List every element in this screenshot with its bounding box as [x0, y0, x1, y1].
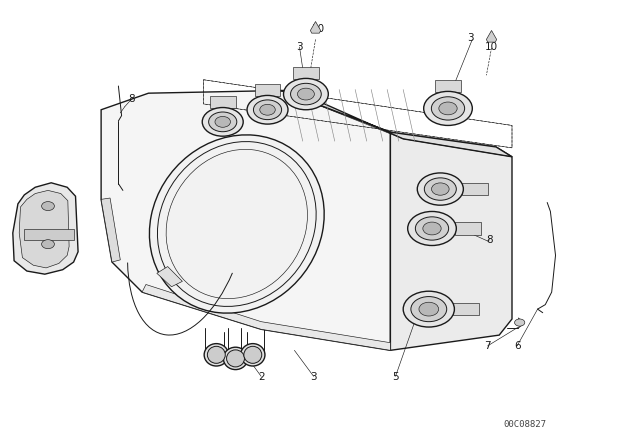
Text: 1: 1 — [269, 96, 275, 106]
Polygon shape — [24, 229, 74, 240]
Ellipse shape — [207, 346, 225, 363]
Ellipse shape — [204, 344, 228, 366]
Circle shape — [431, 183, 449, 195]
Circle shape — [291, 83, 321, 105]
Text: 10: 10 — [312, 24, 325, 34]
Text: 5: 5 — [392, 372, 399, 382]
Text: 3: 3 — [296, 42, 303, 52]
Circle shape — [439, 102, 457, 115]
Bar — [435, 80, 461, 92]
Text: 2: 2 — [258, 372, 264, 382]
Text: 1: 1 — [442, 188, 448, 198]
Circle shape — [42, 240, 54, 249]
Circle shape — [419, 302, 438, 316]
Text: 9: 9 — [35, 210, 42, 220]
Circle shape — [284, 78, 328, 110]
Bar — [255, 84, 280, 96]
Polygon shape — [310, 22, 321, 33]
Text: 1: 1 — [224, 103, 230, 112]
Text: 00C08827: 00C08827 — [503, 420, 547, 429]
Circle shape — [42, 202, 54, 211]
Bar — [462, 183, 488, 195]
Text: 8: 8 — [128, 94, 134, 103]
Circle shape — [408, 211, 456, 246]
Ellipse shape — [149, 135, 324, 313]
Text: 10: 10 — [485, 42, 498, 52]
Text: 3: 3 — [310, 372, 317, 382]
Polygon shape — [19, 190, 69, 268]
Circle shape — [515, 319, 525, 326]
Polygon shape — [157, 267, 182, 287]
Polygon shape — [282, 90, 512, 157]
Circle shape — [423, 222, 441, 235]
Polygon shape — [101, 198, 120, 262]
Ellipse shape — [223, 347, 248, 370]
Circle shape — [415, 217, 449, 240]
Text: 4: 4 — [35, 233, 42, 243]
Bar — [293, 67, 319, 79]
Ellipse shape — [227, 350, 244, 367]
Polygon shape — [101, 90, 390, 350]
Circle shape — [298, 88, 314, 100]
Polygon shape — [390, 132, 512, 350]
Ellipse shape — [244, 346, 262, 363]
Bar — [210, 96, 236, 108]
Text: 8: 8 — [486, 235, 493, 245]
Circle shape — [209, 112, 237, 132]
Circle shape — [260, 104, 275, 115]
Text: 7: 7 — [484, 341, 491, 351]
Text: 6: 6 — [514, 341, 520, 351]
Ellipse shape — [241, 344, 265, 366]
Polygon shape — [142, 284, 390, 350]
Circle shape — [202, 108, 243, 136]
Circle shape — [417, 173, 463, 205]
Text: 3: 3 — [467, 33, 474, 43]
Circle shape — [431, 97, 465, 120]
Circle shape — [411, 297, 447, 322]
Circle shape — [424, 178, 456, 200]
Text: 1: 1 — [419, 228, 426, 238]
Polygon shape — [486, 30, 497, 42]
Circle shape — [403, 291, 454, 327]
Circle shape — [247, 95, 288, 124]
Bar — [453, 303, 479, 315]
Bar — [455, 222, 481, 235]
Circle shape — [215, 116, 230, 127]
Circle shape — [424, 91, 472, 125]
Circle shape — [253, 100, 282, 120]
Polygon shape — [13, 183, 78, 274]
